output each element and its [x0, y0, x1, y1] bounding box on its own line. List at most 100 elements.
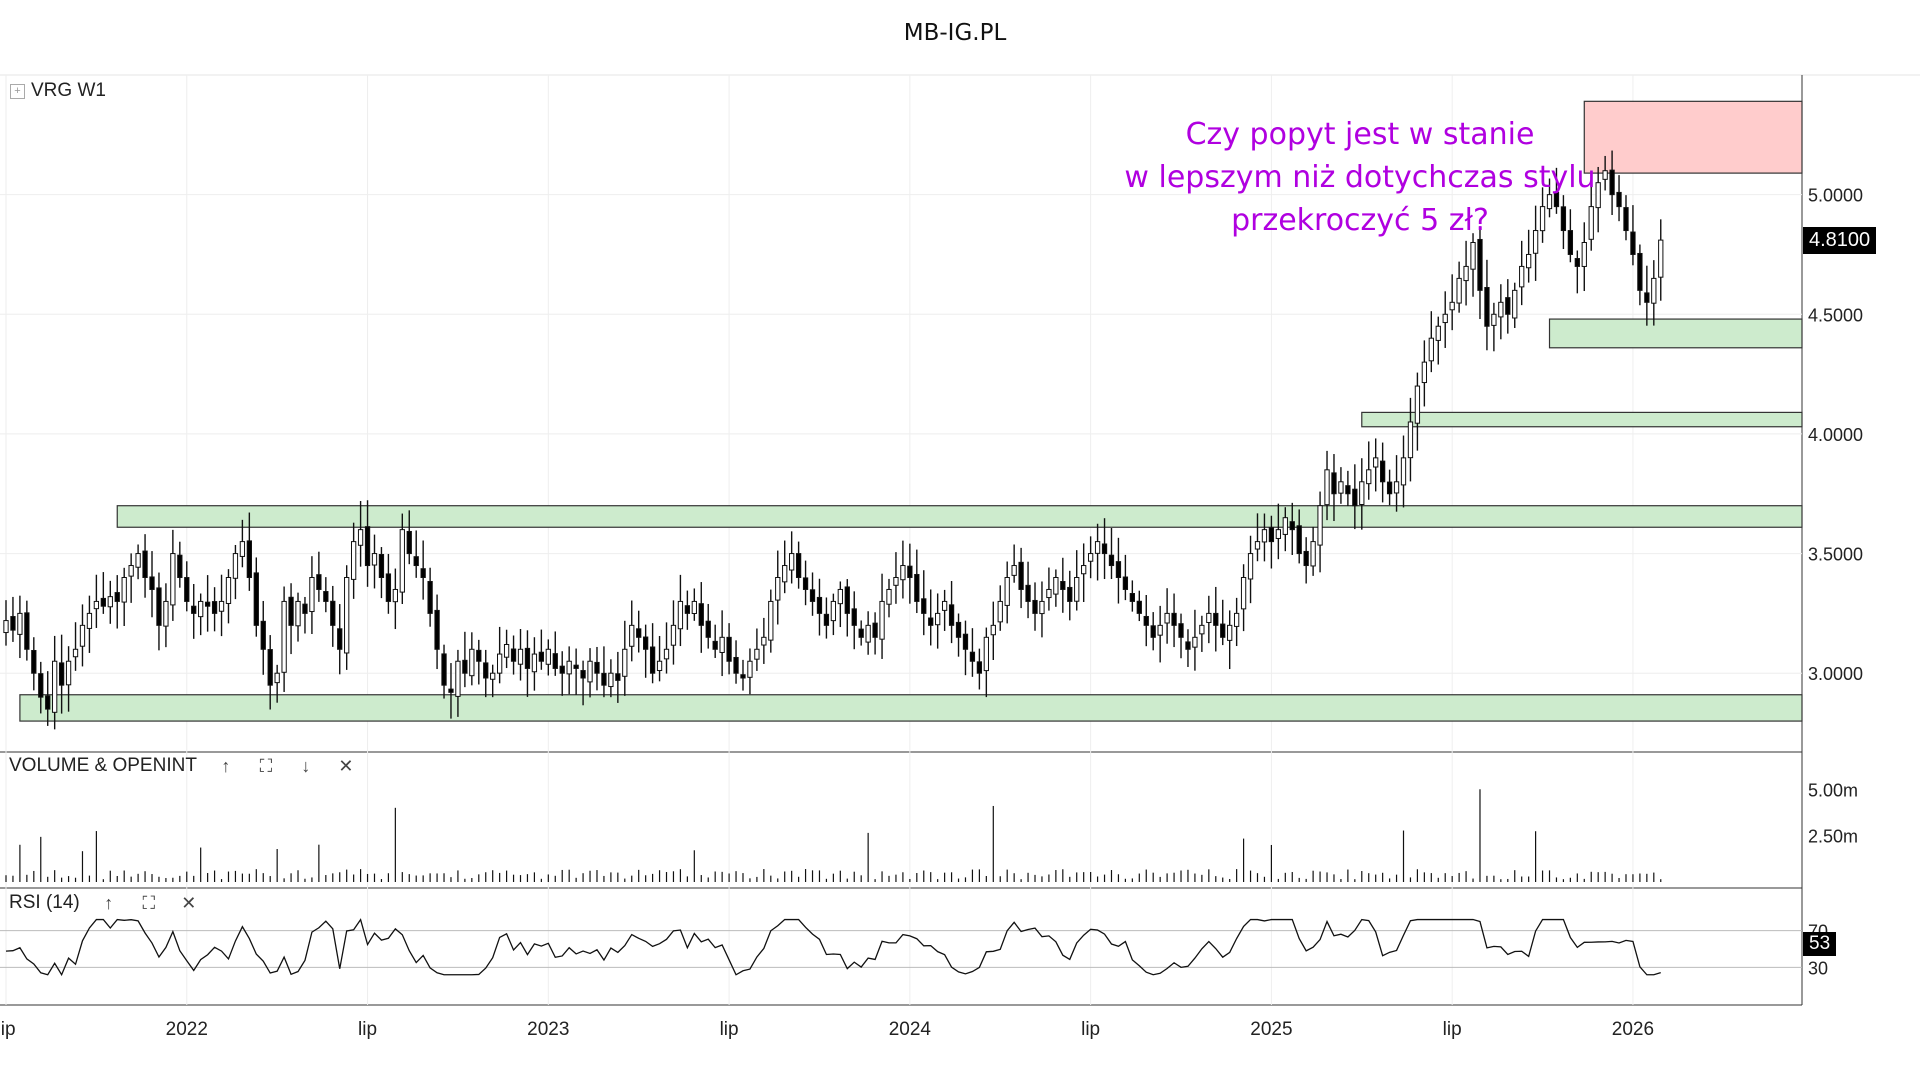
candle-body	[420, 568, 426, 578]
maximize-icon[interactable]: ⛶	[142, 892, 156, 913]
annotation-line-2: w lepszym niż dotychczas stylu	[1124, 160, 1596, 195]
candle-body	[413, 556, 419, 567]
candle-body	[524, 647, 531, 669]
candle-body	[941, 600, 948, 611]
move-down-icon[interactable]: ↓	[301, 755, 311, 776]
candle-body	[1275, 529, 1282, 539]
candle-body	[858, 628, 864, 638]
candle-body	[1505, 297, 1511, 315]
candle-body	[566, 660, 572, 675]
candle-body	[809, 589, 816, 602]
candle-body	[1032, 599, 1038, 614]
candle-body	[1463, 265, 1469, 282]
candle-body	[1081, 565, 1087, 575]
candle-body	[872, 622, 878, 638]
close-icon[interactable]: ✕	[338, 755, 354, 776]
candle-body	[114, 592, 120, 602]
candle-body	[441, 653, 447, 686]
candle-body	[1373, 457, 1379, 468]
candle-body	[149, 576, 155, 590]
candle-body	[1296, 525, 1302, 555]
candle-body	[1498, 301, 1504, 318]
candle-body	[990, 624, 996, 636]
candle-body	[914, 573, 920, 602]
candle-body	[1637, 252, 1643, 291]
candle-body	[462, 659, 468, 674]
candle-body	[1101, 543, 1108, 555]
candle-body	[1651, 277, 1657, 304]
candle-body	[371, 553, 378, 566]
candle-body	[225, 577, 232, 604]
candle-body	[24, 612, 30, 650]
support-zone	[1361, 411, 1803, 428]
candle-body	[1532, 230, 1539, 254]
candle-body	[52, 660, 58, 713]
candle-body	[1317, 505, 1323, 546]
price-pane-label: + VRG W1	[10, 80, 106, 102]
candle-body	[900, 565, 906, 581]
move-up-icon[interactable]: ↑	[104, 892, 114, 913]
volume-tick-label: 2.50m	[1808, 827, 1858, 847]
candle-body	[601, 672, 607, 686]
candle-body	[1087, 553, 1094, 562]
resistance-zone	[1583, 100, 1803, 174]
candle-body	[948, 604, 955, 626]
candle-body	[1115, 561, 1122, 578]
candle-body	[170, 553, 176, 606]
candle-body	[503, 644, 510, 658]
candle-body	[274, 672, 280, 684]
x-tick-label: 2024	[889, 1019, 932, 1040]
candle-body	[629, 624, 635, 647]
candle-body	[649, 646, 656, 674]
candle-body	[761, 636, 767, 646]
candle-body	[719, 636, 725, 653]
candle-body	[1192, 636, 1198, 648]
candle-body	[79, 624, 86, 647]
candle-body	[1206, 612, 1212, 623]
candle-body	[1157, 624, 1163, 636]
candle-body	[733, 656, 739, 674]
candle-body	[1220, 623, 1226, 638]
candle-body	[100, 597, 106, 607]
candle-body	[1379, 460, 1386, 483]
candle-body	[844, 586, 850, 614]
candle-body	[1338, 481, 1344, 494]
candle-body	[643, 636, 649, 650]
candle-body	[1053, 577, 1059, 595]
candle-body	[830, 600, 837, 622]
expand-icon[interactable]: +	[10, 84, 25, 99]
candle-body	[1616, 191, 1622, 208]
candle-body	[483, 662, 489, 679]
candle-body	[928, 617, 934, 626]
candle-body	[1233, 612, 1240, 627]
candle-body	[670, 624, 677, 646]
support-zone	[19, 694, 1803, 722]
candle-body	[1289, 521, 1295, 531]
candle-body	[86, 612, 93, 629]
x-tick-label: lip	[0, 1019, 16, 1040]
candle-body	[1560, 206, 1567, 232]
candle-body	[1185, 641, 1191, 650]
candle-body	[823, 613, 830, 626]
candle-body	[955, 621, 962, 638]
candle-body	[1213, 612, 1219, 626]
price-tick-label: 4.0000	[1808, 425, 1863, 445]
move-up-icon[interactable]: ↑	[221, 755, 231, 776]
candle-body	[65, 660, 72, 686]
candle-body	[594, 661, 600, 674]
candle-body	[337, 628, 343, 650]
candle-body	[1039, 600, 1045, 615]
close-icon[interactable]: ✕	[181, 892, 197, 913]
maximize-icon[interactable]: ⛶	[259, 755, 273, 776]
candle-body	[1407, 421, 1414, 459]
candle-body	[434, 609, 440, 650]
candle-body	[1414, 385, 1421, 424]
candle-body	[802, 577, 809, 590]
candle-body	[45, 695, 51, 710]
candle-body	[726, 636, 732, 662]
x-tick-label: 2022	[166, 1019, 208, 1040]
candle-body	[851, 608, 857, 626]
candle-body	[1108, 554, 1115, 567]
candle-body	[1074, 577, 1080, 602]
candle-body	[656, 660, 663, 672]
